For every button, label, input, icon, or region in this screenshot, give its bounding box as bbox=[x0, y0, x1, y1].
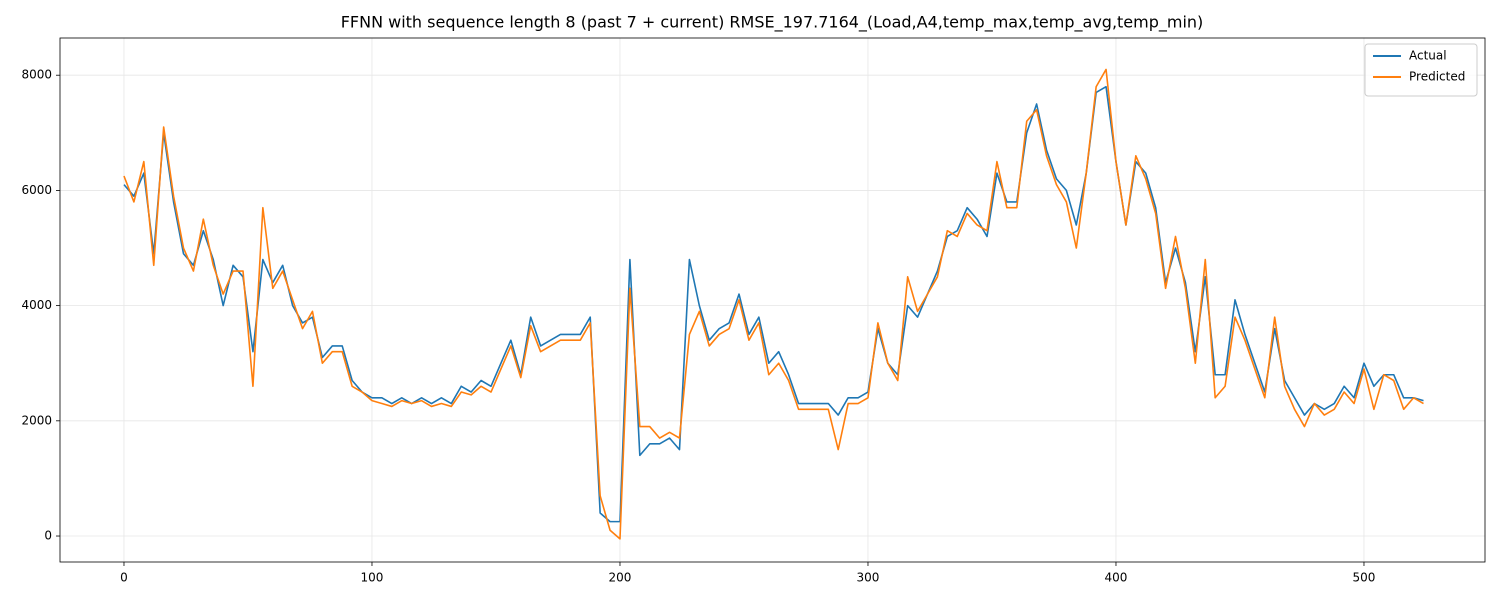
legend: Actual Predicted bbox=[1364, 43, 1478, 97]
x-tick-label: 500 bbox=[1353, 571, 1376, 585]
legend-label: Predicted bbox=[1409, 70, 1465, 84]
x-tick-label: 300 bbox=[857, 571, 880, 585]
data-line bbox=[123, 68, 1424, 540]
x-tick-label: 100 bbox=[361, 571, 384, 585]
data-line bbox=[123, 85, 1424, 523]
plot-frame bbox=[59, 37, 1486, 563]
y-tick-label: 6000 bbox=[21, 183, 52, 197]
chart-title: FFNN with sequence length 8 (past 7 + cu… bbox=[341, 13, 1204, 33]
x-tick-label: 0 bbox=[120, 571, 128, 585]
x-tick-label: 200 bbox=[609, 571, 632, 585]
x-tick-label: 400 bbox=[1105, 571, 1128, 585]
y-tick-label: 0 bbox=[44, 529, 52, 543]
y-tick-label: 4000 bbox=[21, 298, 52, 312]
y-tick-label: 8000 bbox=[21, 68, 52, 82]
legend-label: Actual bbox=[1409, 49, 1447, 63]
y-tick-label: 2000 bbox=[21, 413, 52, 427]
